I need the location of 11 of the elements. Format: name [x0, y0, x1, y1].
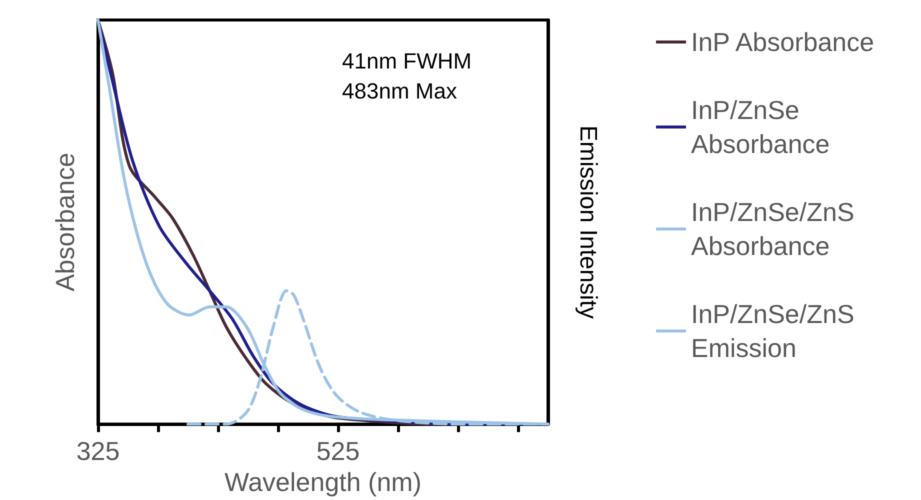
- legend-label: InP/ZnSe Absorbance: [691, 95, 830, 159]
- x-axis-title: Wavelength (nm): [224, 467, 422, 497]
- legend-label: InP Absorbance: [691, 27, 874, 57]
- x-tick-label: 525: [316, 436, 360, 466]
- legend-label: InP/ZnSe/ZnS Absorbance: [691, 197, 862, 261]
- y2-axis-title: Emission Intensity: [574, 125, 602, 319]
- legend-label: InP/ZnSe/ZnS Emission: [691, 299, 862, 363]
- x-tick-label: 325: [76, 436, 120, 466]
- annotation: 41nm FWHM: [342, 48, 472, 74]
- y-axis-title: Absorbance: [50, 152, 80, 292]
- annotation: 483nm Max: [342, 78, 457, 104]
